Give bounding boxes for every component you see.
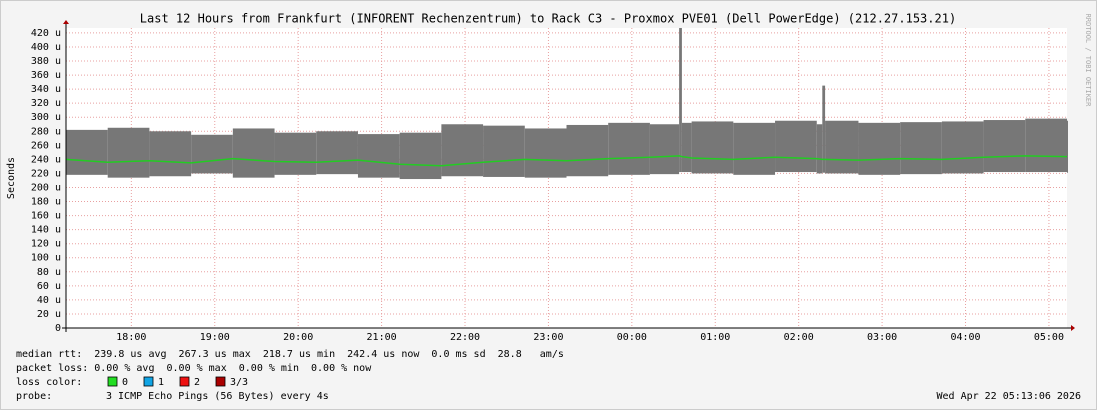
probe-label: probe: bbox=[16, 391, 52, 402]
smoke bbox=[649, 124, 680, 175]
smoke bbox=[191, 134, 233, 174]
loss-color-label: loss color: bbox=[16, 377, 82, 388]
y-tick-label: 340 u bbox=[31, 84, 61, 95]
x-tick-label: 00:00 bbox=[617, 332, 647, 343]
smoke bbox=[66, 129, 108, 175]
x-tick-label: 01:00 bbox=[700, 332, 730, 343]
y-tick-label: 260 u bbox=[31, 140, 61, 151]
packet-loss: packet loss: 0.00 % avg 0.00 % max 0.00 … bbox=[16, 363, 372, 374]
median-rtt: median rtt: 239.8 us avg 267.3 us max 21… bbox=[16, 349, 564, 360]
smoke bbox=[816, 124, 823, 174]
y-tick-label: 80 u bbox=[37, 267, 61, 278]
smoke bbox=[608, 122, 650, 175]
x-tick-label: 23:00 bbox=[533, 332, 563, 343]
smoke bbox=[775, 120, 817, 173]
y-tick-label: 40 u bbox=[37, 295, 61, 306]
y-tick-label: 180 u bbox=[31, 197, 61, 208]
y-tick-label: 240 u bbox=[31, 154, 61, 165]
y-tick-label: 0 bbox=[55, 323, 61, 334]
chart-title: Last 12 Hours from Frankfurt (INFORENT R… bbox=[140, 12, 956, 26]
smoke bbox=[681, 122, 692, 173]
smoke bbox=[941, 121, 984, 174]
smoke bbox=[149, 131, 192, 177]
x-tick-label: 22:00 bbox=[450, 332, 480, 343]
loss-label: 1 bbox=[158, 377, 164, 388]
y-tick-label: 140 u bbox=[31, 225, 61, 236]
smoke bbox=[483, 125, 525, 177]
smoke bbox=[316, 131, 358, 175]
x-arrow bbox=[1071, 325, 1075, 331]
y-tick-label: 420 u bbox=[31, 28, 61, 39]
loss-label: 0 bbox=[122, 377, 128, 388]
smoke bbox=[399, 132, 442, 180]
x-tick-label: 02:00 bbox=[784, 332, 814, 343]
smoke bbox=[679, 28, 682, 173]
smoke bbox=[357, 134, 400, 178]
smoke bbox=[825, 120, 859, 174]
y-tick-label: 120 u bbox=[31, 239, 61, 250]
plot-area bbox=[66, 28, 1067, 328]
smoke bbox=[983, 120, 1026, 173]
loss-swatch bbox=[179, 376, 190, 387]
smoke bbox=[858, 122, 901, 175]
smoke bbox=[232, 128, 275, 178]
loss-label: 2 bbox=[194, 377, 200, 388]
smoke bbox=[733, 122, 776, 175]
smoke bbox=[1067, 120, 1068, 173]
x-tick-label: 03:00 bbox=[867, 332, 897, 343]
x-tick-label: 19:00 bbox=[200, 332, 230, 343]
loss-label: 3/3 bbox=[230, 377, 248, 388]
smoke bbox=[524, 128, 567, 178]
y-tick-label: 200 u bbox=[31, 182, 61, 193]
smoke bbox=[900, 122, 942, 175]
x-tick-label: 04:00 bbox=[950, 332, 980, 343]
y-tick-label: 220 u bbox=[31, 168, 61, 179]
median-line bbox=[65, 155, 1068, 167]
y-tick-label: 360 u bbox=[31, 70, 61, 81]
x-tick-label: 05:00 bbox=[1034, 332, 1064, 343]
loss-swatch bbox=[215, 376, 226, 387]
x-tick-label: 21:00 bbox=[367, 332, 397, 343]
smoke bbox=[441, 124, 484, 177]
y-tick-label: 20 u bbox=[37, 309, 61, 320]
watermark: RRDTOOL / TOBI OETIKER bbox=[1084, 14, 1092, 108]
y-arrow bbox=[63, 20, 69, 24]
x-tick-label: 18:00 bbox=[116, 332, 146, 343]
smoke bbox=[566, 124, 609, 177]
smoke bbox=[107, 127, 150, 178]
y-tick-label: 160 u bbox=[31, 211, 61, 222]
y-axis-label: Seconds bbox=[6, 157, 17, 199]
y-tick-label: 300 u bbox=[31, 112, 61, 123]
probe: 3 ICMP Echo Pings (56 Bytes) every 4s bbox=[106, 391, 329, 402]
y-tick-label: 320 u bbox=[31, 98, 61, 109]
timestamp: Wed Apr 22 05:13:06 2026 bbox=[937, 391, 1082, 402]
y-tick-label: 280 u bbox=[31, 126, 61, 137]
x-tick-label: 20:00 bbox=[283, 332, 313, 343]
y-tick-label: 60 u bbox=[37, 281, 61, 292]
loss-swatch bbox=[143, 376, 154, 387]
loss-swatch bbox=[107, 376, 118, 387]
smoke bbox=[822, 85, 826, 173]
y-tick-label: 400 u bbox=[31, 42, 61, 53]
y-tick-label: 380 u bbox=[31, 56, 61, 67]
smoke bbox=[274, 132, 317, 175]
smoke bbox=[691, 121, 734, 174]
smoke bbox=[1025, 118, 1067, 173]
y-tick-label: 100 u bbox=[31, 253, 61, 264]
